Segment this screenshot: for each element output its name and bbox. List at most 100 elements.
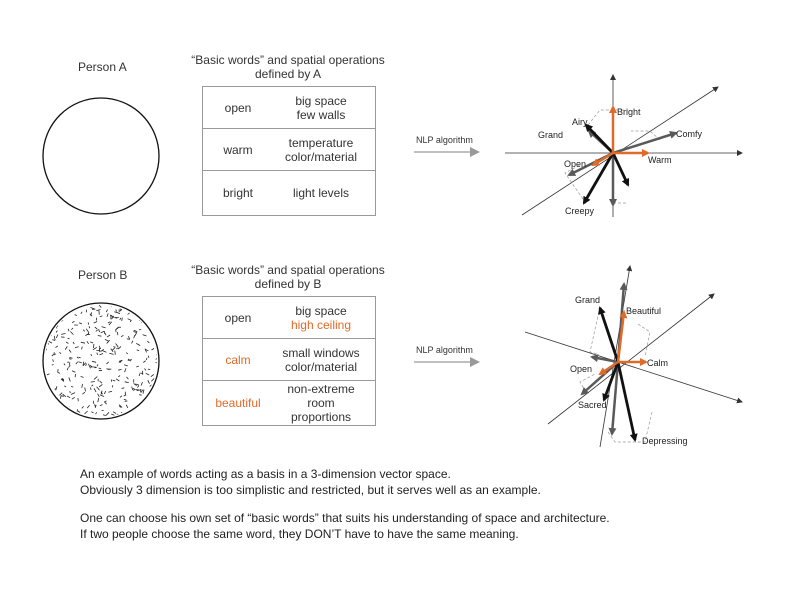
texture-dash	[131, 340, 134, 344]
caption-line: If two people choose the same word, they…	[80, 527, 519, 541]
texture-dash	[55, 386, 58, 391]
texture-dash	[90, 387, 92, 391]
texture-dash	[64, 346, 68, 350]
texture-dash	[106, 361, 109, 365]
texture-dash	[40, 337, 41, 339]
spatial-operation: big space few walls	[295, 93, 347, 122]
texture-dash	[117, 375, 121, 378]
texture-dash	[120, 307, 124, 312]
vector-comfy	[612, 131, 678, 155]
person-a-table-title: “Basic words” and spatial operations def…	[178, 53, 398, 81]
texture-dash	[43, 327, 45, 328]
texture-dash	[62, 378, 65, 381]
texture-dash	[155, 338, 157, 342]
texture-dash	[131, 386, 134, 391]
texture-dash	[141, 414, 144, 417]
texture-dash	[110, 348, 114, 352]
texture-dash	[123, 398, 127, 401]
texture-dash	[81, 301, 84, 304]
texture-dash	[106, 339, 110, 344]
texture-dash	[96, 352, 99, 356]
texture-dash	[120, 360, 122, 363]
texture-dash	[115, 309, 117, 312]
texture-dash	[118, 369, 122, 371]
texture-dash	[156, 407, 157, 411]
texture-dash	[78, 356, 81, 359]
texture-dash	[40, 329, 43, 330]
texture-dash	[74, 314, 78, 316]
texture-dash	[155, 300, 157, 301]
vector-open	[598, 360, 619, 376]
texture-dash	[115, 317, 119, 319]
texture-dash	[155, 357, 157, 360]
texture-dash	[97, 397, 100, 403]
vector-sacred	[602, 361, 620, 402]
texture-dash	[89, 365, 92, 368]
texture-dash	[117, 331, 119, 336]
texture-dash	[115, 420, 118, 422]
texture-dash	[91, 360, 97, 363]
texture-dash	[47, 305, 50, 309]
texture-dash	[109, 314, 112, 318]
texture-dash	[48, 316, 52, 319]
texture-dash	[110, 314, 114, 318]
texture-dash	[41, 341, 44, 343]
basic-word: calm	[225, 352, 251, 367]
texture-dash	[42, 400, 44, 403]
texture-dash	[93, 343, 95, 349]
texture-dash	[123, 394, 127, 397]
texture-dash	[69, 357, 73, 359]
texture-dash	[70, 392, 76, 395]
texture-dash	[114, 311, 118, 313]
vector-grand-projection	[590, 354, 619, 364]
texture-dash	[66, 395, 71, 399]
texture-dash	[91, 411, 94, 414]
texture-dash	[93, 321, 98, 324]
texture-dash	[55, 330, 58, 333]
texture-dash	[47, 325, 51, 329]
texture-dash	[82, 362, 87, 367]
texture-dash	[133, 331, 137, 333]
texture-dash	[120, 300, 123, 301]
texture-dash	[81, 346, 83, 350]
texture-dash	[89, 313, 93, 317]
texture-dash	[64, 385, 67, 388]
texture-dash	[93, 388, 97, 393]
vector-grand	[598, 306, 620, 363]
nlp-label-a: NLP algorithm	[416, 135, 473, 145]
texture-dash	[115, 343, 119, 348]
texture-dash	[133, 383, 137, 387]
texture-dash	[143, 360, 146, 363]
texture-dash	[67, 414, 71, 417]
texture-dash	[103, 390, 107, 395]
texture-dash	[159, 391, 162, 392]
texture-dash	[112, 379, 116, 382]
texture-dash	[85, 363, 87, 367]
texture-dash	[161, 325, 162, 328]
texture-dash	[45, 387, 49, 390]
texture-dash	[72, 341, 75, 345]
texture-dash	[87, 322, 90, 325]
table-row: open big space few walls	[203, 87, 375, 129]
texture-dash	[121, 387, 125, 389]
texture-dash	[145, 372, 150, 376]
label-airy: Airy	[572, 117, 588, 127]
texture-dash	[82, 361, 85, 366]
texture-dash	[159, 340, 162, 341]
texture-dash	[133, 335, 136, 339]
texture-dash	[74, 346, 79, 349]
texture-dash	[70, 386, 74, 388]
texture-dash	[52, 339, 56, 341]
texture-dash	[46, 318, 51, 321]
texture-dash	[147, 368, 151, 371]
texture-dash	[121, 317, 123, 321]
texture-dash	[137, 385, 140, 388]
texture-dash	[53, 335, 56, 341]
texture-dash	[127, 311, 131, 315]
texture-dash	[104, 339, 109, 342]
texture-dash	[66, 367, 69, 371]
texture-dash	[68, 377, 71, 382]
texture-dash	[123, 364, 128, 367]
label-comfy: Comfy	[676, 129, 703, 139]
texture-dash	[127, 336, 130, 339]
